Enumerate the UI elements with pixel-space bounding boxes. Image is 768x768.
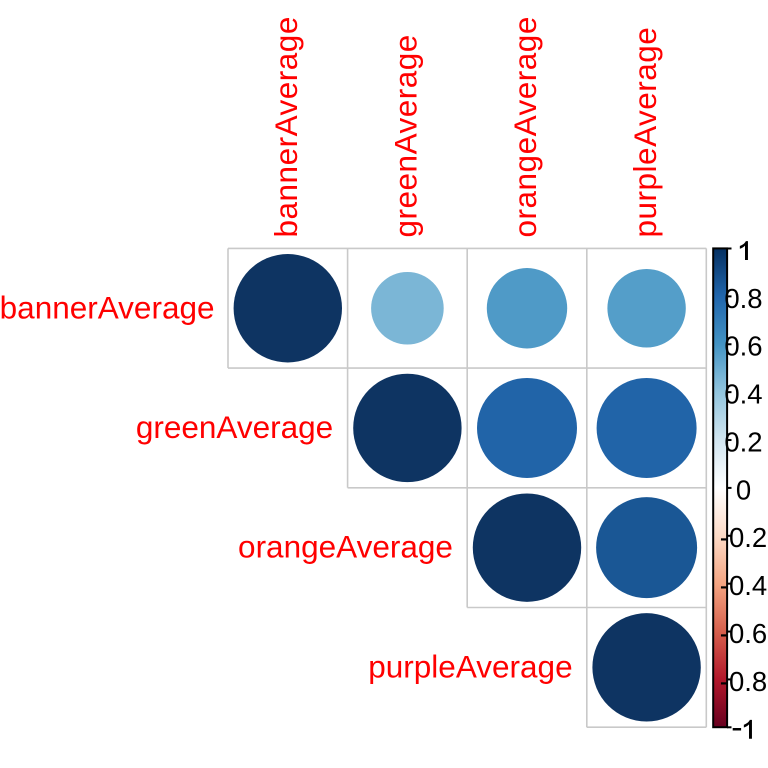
svg-text:0.2: 0.2 (724, 426, 762, 457)
svg-text:greenAverage: greenAverage (136, 409, 333, 445)
svg-text:-0.2: -0.2 (720, 522, 767, 553)
svg-text:greenAverage: greenAverage (387, 34, 423, 237)
svg-text:bannerAverage: bannerAverage (268, 16, 304, 237)
svg-text:purpleAverage: purpleAverage (627, 27, 663, 238)
svg-text:0.8: 0.8 (724, 283, 762, 314)
svg-text:-0.6: -0.6 (720, 618, 767, 649)
svg-text:orangeAverage: orangeAverage (507, 16, 543, 237)
svg-text:0.6: 0.6 (724, 331, 762, 362)
svg-text:purpleAverage: purpleAverage (368, 648, 572, 684)
svg-text:bannerAverage: bannerAverage (0, 289, 215, 325)
svg-text:0: 0 (736, 474, 751, 505)
svg-text:orangeAverage: orangeAverage (238, 529, 453, 565)
svg-text:0.4: 0.4 (724, 379, 762, 410)
svg-text:-0.8: -0.8 (720, 666, 767, 697)
svg-text:-0.4: -0.4 (720, 570, 767, 601)
